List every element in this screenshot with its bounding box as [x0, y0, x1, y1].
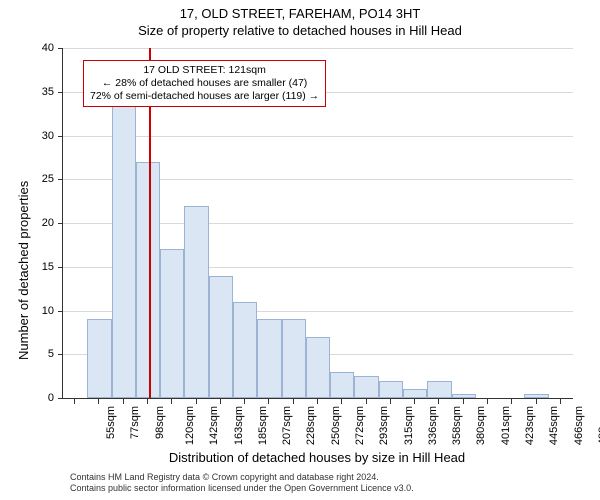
x-tick	[438, 399, 439, 404]
gridline	[63, 136, 573, 137]
y-tick-label: 0	[48, 392, 54, 404]
x-tick	[268, 399, 269, 404]
x-tick	[414, 399, 415, 404]
x-tick	[341, 399, 342, 404]
x-axis-title: Distribution of detached houses by size …	[62, 450, 572, 465]
y-tick-label: 15	[42, 261, 54, 273]
y-tick	[58, 179, 63, 180]
x-tick-label: 293sqm	[378, 406, 390, 445]
y-tick	[58, 398, 63, 399]
histogram-bar	[184, 206, 208, 399]
histogram-bar	[112, 92, 136, 398]
histogram-bar	[233, 302, 257, 398]
x-tick-label: 163sqm	[233, 406, 245, 445]
x-tick-label: 401sqm	[500, 406, 512, 445]
x-tick-label: 250sqm	[330, 406, 342, 445]
y-tick	[58, 92, 63, 93]
x-tick	[74, 399, 75, 404]
x-tick	[390, 399, 391, 404]
x-tick-label: 272sqm	[354, 406, 366, 445]
page-subtitle: Size of property relative to detached ho…	[0, 21, 600, 38]
histogram-bar	[87, 319, 111, 398]
y-tick	[58, 223, 63, 224]
histogram-bar	[257, 319, 281, 398]
property-annotation: 17 OLD STREET: 121sqm← 28% of detached h…	[83, 60, 326, 107]
annot-line: 72% of semi-detached houses are larger (…	[90, 90, 319, 103]
y-tick	[58, 354, 63, 355]
y-tick	[58, 136, 63, 137]
x-tick	[560, 399, 561, 404]
y-tick-label: 25	[42, 173, 54, 185]
histogram-bar	[524, 394, 548, 398]
x-tick-label: 445sqm	[548, 406, 560, 445]
histogram-bar	[452, 394, 476, 398]
x-tick-label: 207sqm	[281, 406, 293, 445]
x-tick	[196, 399, 197, 404]
x-tick-label: 228sqm	[306, 406, 318, 445]
histogram-bar	[354, 376, 378, 398]
x-tick	[293, 399, 294, 404]
x-tick-label: 142sqm	[208, 406, 220, 445]
x-tick-label: 77sqm	[129, 406, 141, 439]
histogram-bar	[282, 319, 306, 398]
footer-line-2: Contains public sector information licen…	[70, 483, 414, 494]
y-tick	[58, 267, 63, 268]
y-tick	[58, 48, 63, 49]
x-tick-label: 380sqm	[476, 406, 488, 445]
x-tick-label: 315sqm	[403, 406, 415, 445]
y-tick-label: 35	[42, 86, 54, 98]
x-tick-label: 120sqm	[184, 406, 196, 445]
histogram-bar	[160, 249, 184, 398]
y-tick-label: 20	[42, 217, 54, 229]
x-tick-label: 98sqm	[154, 406, 166, 439]
x-tick-label: 466sqm	[573, 406, 585, 445]
x-tick-label: 423sqm	[524, 406, 536, 445]
y-tick	[58, 311, 63, 312]
y-tick-label: 5	[48, 348, 54, 360]
y-tick-label: 40	[42, 42, 54, 54]
histogram-bar	[379, 381, 403, 399]
x-tick-label: 55sqm	[105, 406, 117, 439]
x-tick	[98, 399, 99, 404]
x-tick	[220, 399, 221, 404]
x-tick	[463, 399, 464, 404]
histogram-bar	[136, 162, 160, 398]
histogram-bar	[427, 381, 451, 399]
x-tick	[536, 399, 537, 404]
y-tick-labels: 0510152025303540	[0, 48, 58, 398]
histogram-bar	[306, 337, 330, 398]
x-tick	[244, 399, 245, 404]
histogram-chart: 17 OLD STREET: 121sqm← 28% of detached h…	[62, 48, 573, 399]
annot-line: 17 OLD STREET: 121sqm	[90, 64, 319, 77]
x-tick	[317, 399, 318, 404]
x-tick-label: 336sqm	[427, 406, 439, 445]
annot-line: ← 28% of detached houses are smaller (47…	[90, 77, 319, 90]
histogram-bar	[330, 372, 354, 398]
footer-attribution: Contains HM Land Registry data © Crown c…	[70, 472, 414, 494]
x-tick-label: 185sqm	[257, 406, 269, 445]
x-tick	[123, 399, 124, 404]
x-tick-label: 358sqm	[451, 406, 463, 445]
x-tick	[147, 399, 148, 404]
gridline	[63, 48, 573, 49]
x-tick-labels: 55sqm 77sqm 98sqm 120sqm 142sqm 163sqm 185sqm 2…	[62, 400, 572, 450]
y-tick-label: 10	[42, 305, 54, 317]
x-tick	[171, 399, 172, 404]
histogram-bar	[209, 276, 233, 399]
footer-line-1: Contains HM Land Registry data © Crown c…	[70, 472, 414, 483]
y-tick-label: 30	[42, 130, 54, 142]
histogram-bar	[403, 389, 427, 398]
x-tick	[366, 399, 367, 404]
x-tick	[511, 399, 512, 404]
page-title-address: 17, OLD STREET, FAREHAM, PO14 3HT	[0, 0, 600, 21]
x-tick	[487, 399, 488, 404]
